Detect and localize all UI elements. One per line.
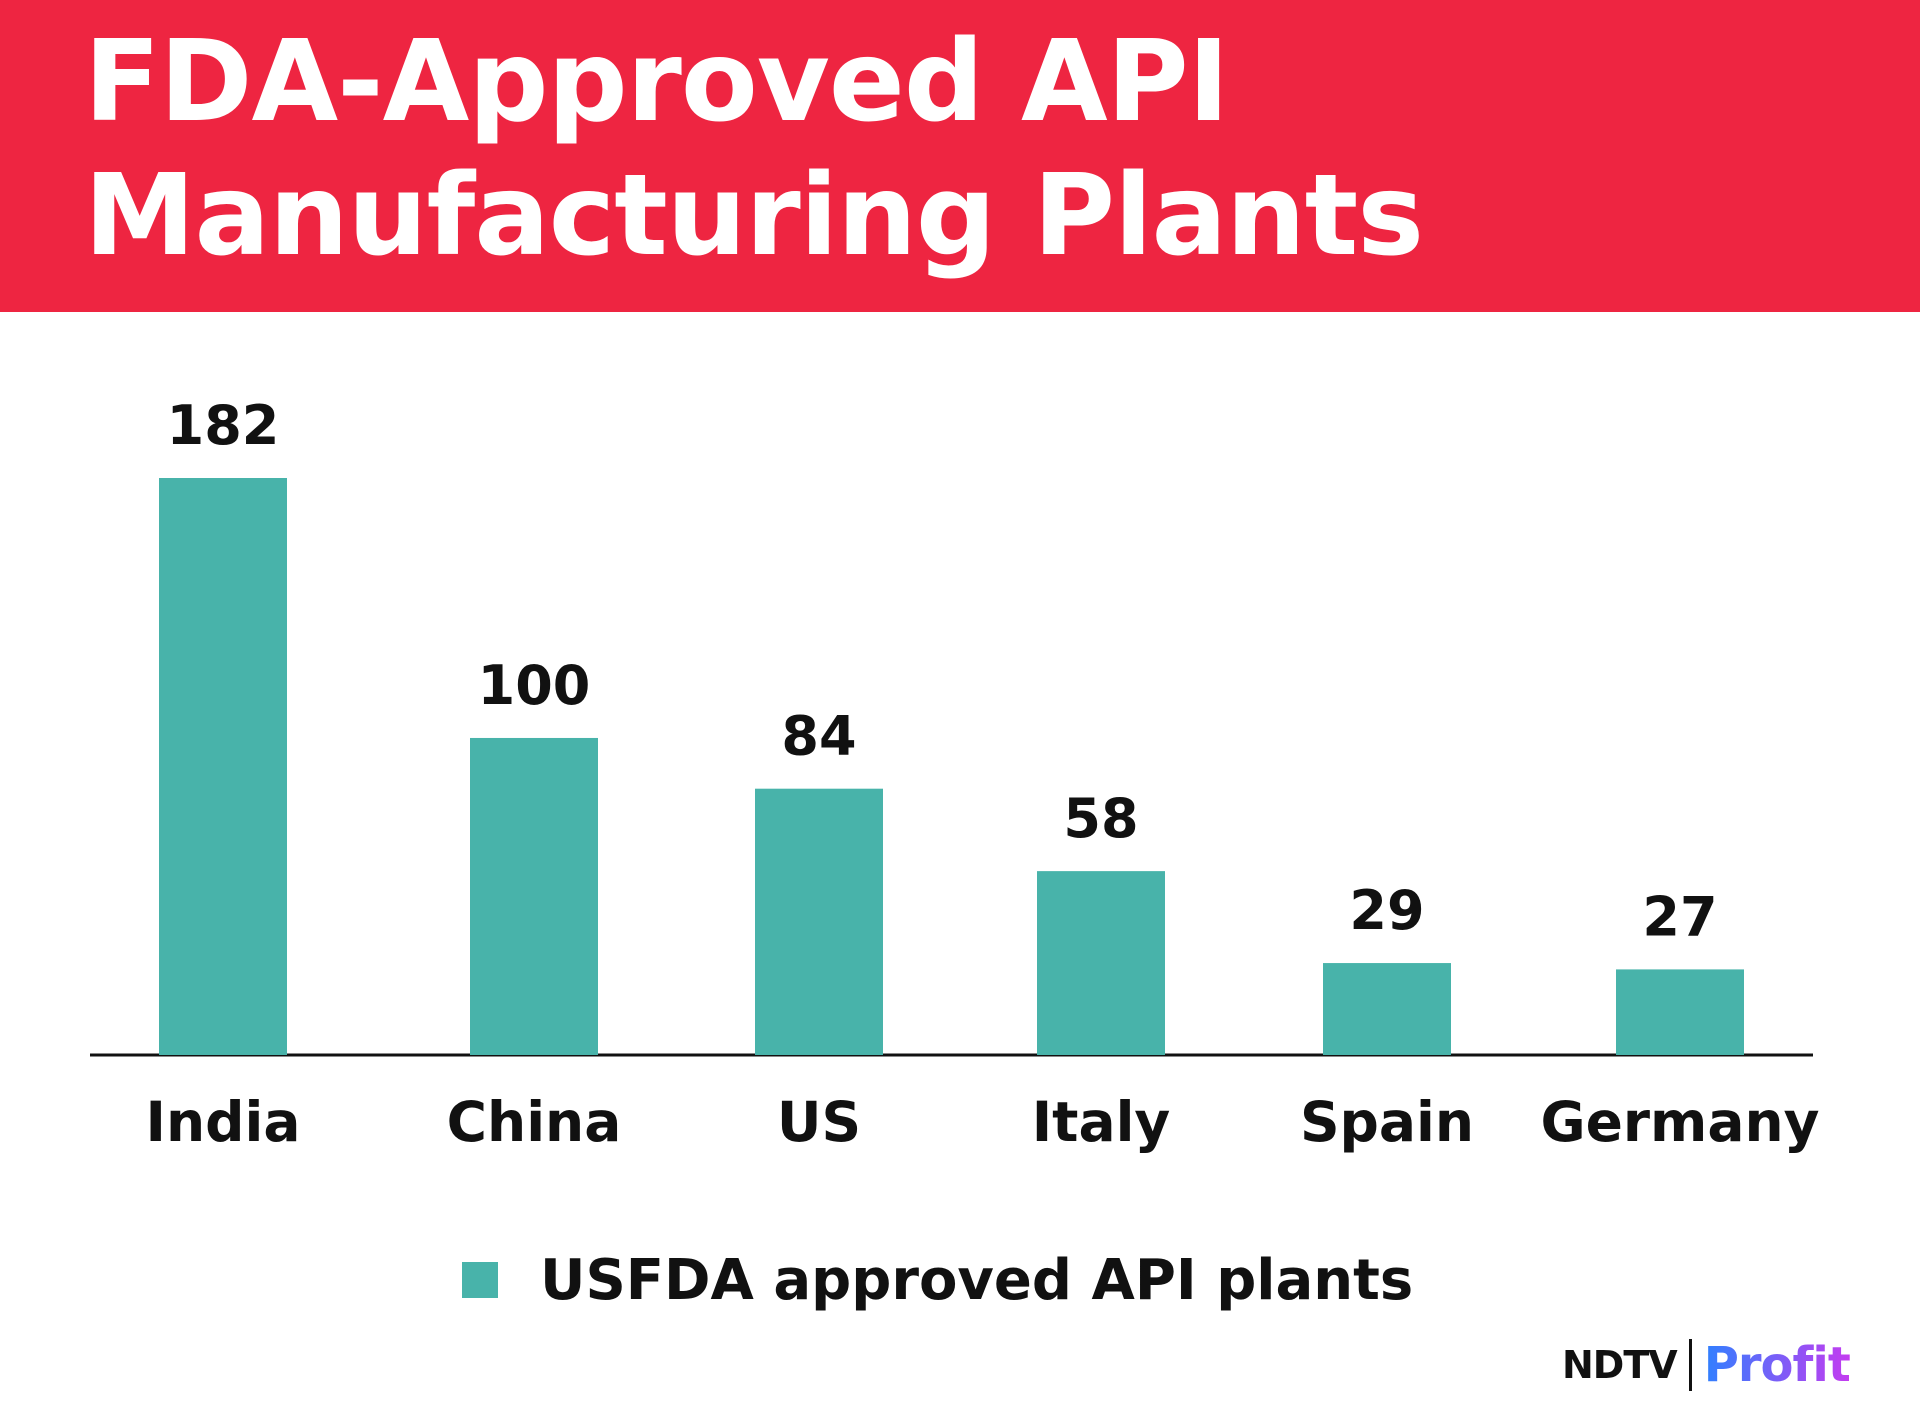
category-label-italy: Italy — [1032, 1090, 1171, 1154]
logo-ndtv-text: NDTV — [1562, 1343, 1678, 1387]
category-label-germany: Germany — [1540, 1090, 1819, 1154]
value-label-china: 100 — [478, 654, 591, 717]
legend-label: USFDA approved API plants — [540, 1247, 1414, 1313]
logo-profit-text: Profit — [1703, 1337, 1851, 1393]
bar-spain — [1323, 963, 1451, 1055]
category-label-us: US — [777, 1090, 861, 1154]
bar-germany — [1616, 969, 1744, 1055]
title-banner: FDA-Approved API Manufacturing Plants — [0, 0, 1920, 312]
category-label-china: China — [447, 1090, 622, 1154]
value-label-spain: 29 — [1349, 879, 1424, 942]
bar-italy — [1037, 871, 1165, 1055]
bar-china — [470, 737, 598, 1055]
category-label-india: India — [146, 1090, 301, 1154]
legend-swatch — [462, 1262, 498, 1298]
value-label-us: 84 — [781, 705, 856, 768]
chart-title-line-2: Manufacturing Plants — [84, 151, 1424, 281]
chart-title-line-1: FDA-Approved API — [84, 17, 1229, 147]
category-label-spain: Spain — [1300, 1090, 1474, 1154]
value-label-italy: 58 — [1063, 787, 1138, 850]
bar-india — [159, 478, 287, 1055]
value-label-germany: 27 — [1642, 885, 1717, 948]
legend: USFDA approved API plants — [462, 1240, 1413, 1320]
logo-divider — [1688, 1339, 1692, 1391]
bar-us — [755, 788, 883, 1055]
value-label-india: 182 — [167, 394, 280, 457]
ndtv-profit-logo: NDTV Profit — [1562, 1334, 1851, 1396]
